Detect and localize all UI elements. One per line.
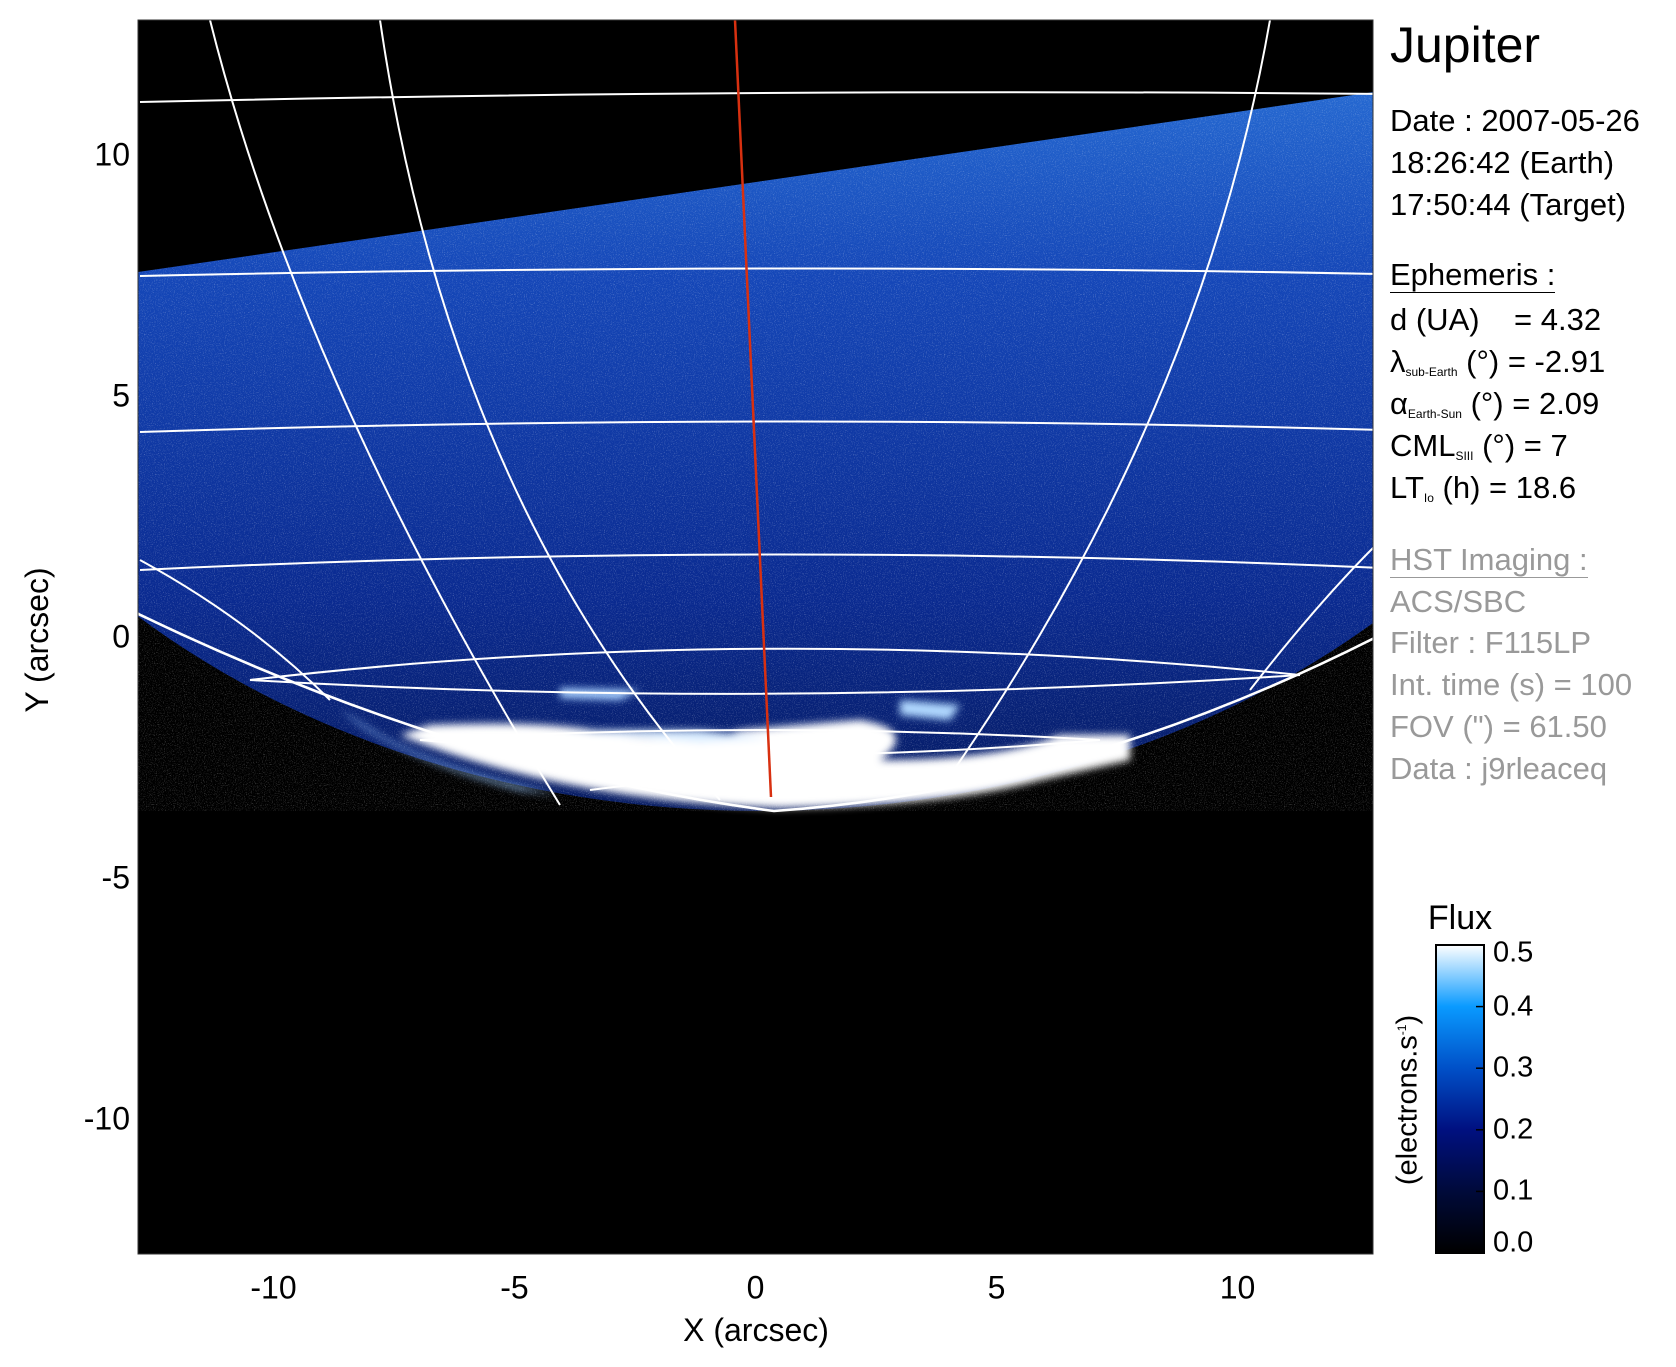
filter-text: Filter : F115LP — [1390, 625, 1592, 660]
auroral-oval — [340, 688, 1130, 808]
alpha-subscript: Earth-Sun — [1407, 407, 1462, 421]
time-target-text: 17:50:44 (Target) — [1390, 187, 1627, 222]
colorbar-tick-label: 0.4 — [1493, 990, 1534, 1023]
lt-subscript: Io — [1423, 491, 1434, 505]
colorbar — [1435, 944, 1485, 1254]
colorbar-title: Flux — [1427, 899, 1493, 937]
data-id-text: Data : j9rleaceq — [1390, 751, 1608, 786]
colorbar-unit-text: (electrons.s — [1391, 1035, 1424, 1186]
x-tick-label: -10 — [250, 1269, 297, 1306]
colorbar-tick-label: 0.0 — [1493, 1226, 1534, 1259]
lambda-value: (°) = -2.91 — [1466, 344, 1606, 379]
x-tick-label: 5 — [987, 1269, 1006, 1306]
cml-value: (°) = 7 — [1482, 428, 1568, 463]
cml-symbol: CML — [1390, 428, 1456, 463]
cml-row: CMLSIII (°) = 7 — [1390, 430, 1568, 462]
colorbar-unit-label: (electrons.s-1) — [1391, 1014, 1424, 1186]
hst-imaging-header: HST Imaging : — [1390, 542, 1588, 578]
lambda-symbol: λ — [1390, 344, 1406, 379]
cml-subscript: SIII — [1455, 449, 1474, 463]
y-tick-label: -5 — [101, 859, 130, 896]
coordinate-grid — [138, 20, 1373, 813]
central-meridian-line — [733, 20, 773, 798]
instrument-text: ACS/SBC — [1390, 584, 1527, 619]
y-tick-label: 10 — [94, 136, 130, 173]
target-title: Jupiter — [1390, 17, 1541, 73]
lt-value: (h) = 18.6 — [1442, 470, 1577, 505]
distance-label: d (UA) — [1390, 302, 1480, 337]
lt-symbol: LT — [1390, 470, 1424, 505]
planet-limb — [138, 612, 1373, 813]
y-tick-label: 5 — [112, 377, 130, 414]
y-axis-label: Y (arcsec) — [19, 567, 55, 713]
colorbar-unit-exponent: -1 — [1394, 1024, 1409, 1036]
time-earth-text: 18:26:42 (Earth) — [1390, 145, 1615, 180]
y-tick-label: 0 — [112, 618, 130, 655]
colorbar-tick-label: 0.5 — [1493, 936, 1534, 969]
colorbar-tick-label: 0.2 — [1493, 1113, 1534, 1146]
x-tick-label: 10 — [1219, 1269, 1256, 1306]
sub-earth-latitude-row: λsub-Earth (°) = -2.91 — [1390, 346, 1605, 378]
distance-row: d (UA) = 4.32 — [1390, 304, 1601, 335]
colorbar-unit-close: ) — [1391, 1014, 1424, 1025]
alpha-symbol: α — [1390, 386, 1408, 421]
date-text: Date : 2007-05-26 — [1390, 103, 1640, 138]
y-tick-label: -10 — [83, 1100, 130, 1137]
plot-frame — [137, 19, 1374, 1255]
integration-time-text: Int. time (s) = 100 — [1390, 667, 1633, 702]
fov-text: FOV (") = 61.50 — [1390, 709, 1607, 744]
lambda-subscript: sub-Earth — [1405, 365, 1458, 379]
x-tick-label: -5 — [500, 1269, 529, 1306]
distance-value: = 4.32 — [1514, 302, 1602, 337]
alpha-value: (°) = 2.09 — [1470, 386, 1600, 421]
colorbar-tick-label: 0.3 — [1493, 1051, 1534, 1084]
x-axis-label: X (arcsec) — [683, 1312, 829, 1348]
x-tick-label: 0 — [746, 1269, 765, 1306]
colorbar-tick-label: 0.1 — [1493, 1174, 1534, 1207]
ephemeris-header: Ephemeris : — [1390, 257, 1556, 293]
phase-angle-row: αEarth-Sun (°) = 2.09 — [1390, 388, 1599, 420]
io-local-time-row: LTIo (h) = 18.6 — [1390, 472, 1576, 504]
